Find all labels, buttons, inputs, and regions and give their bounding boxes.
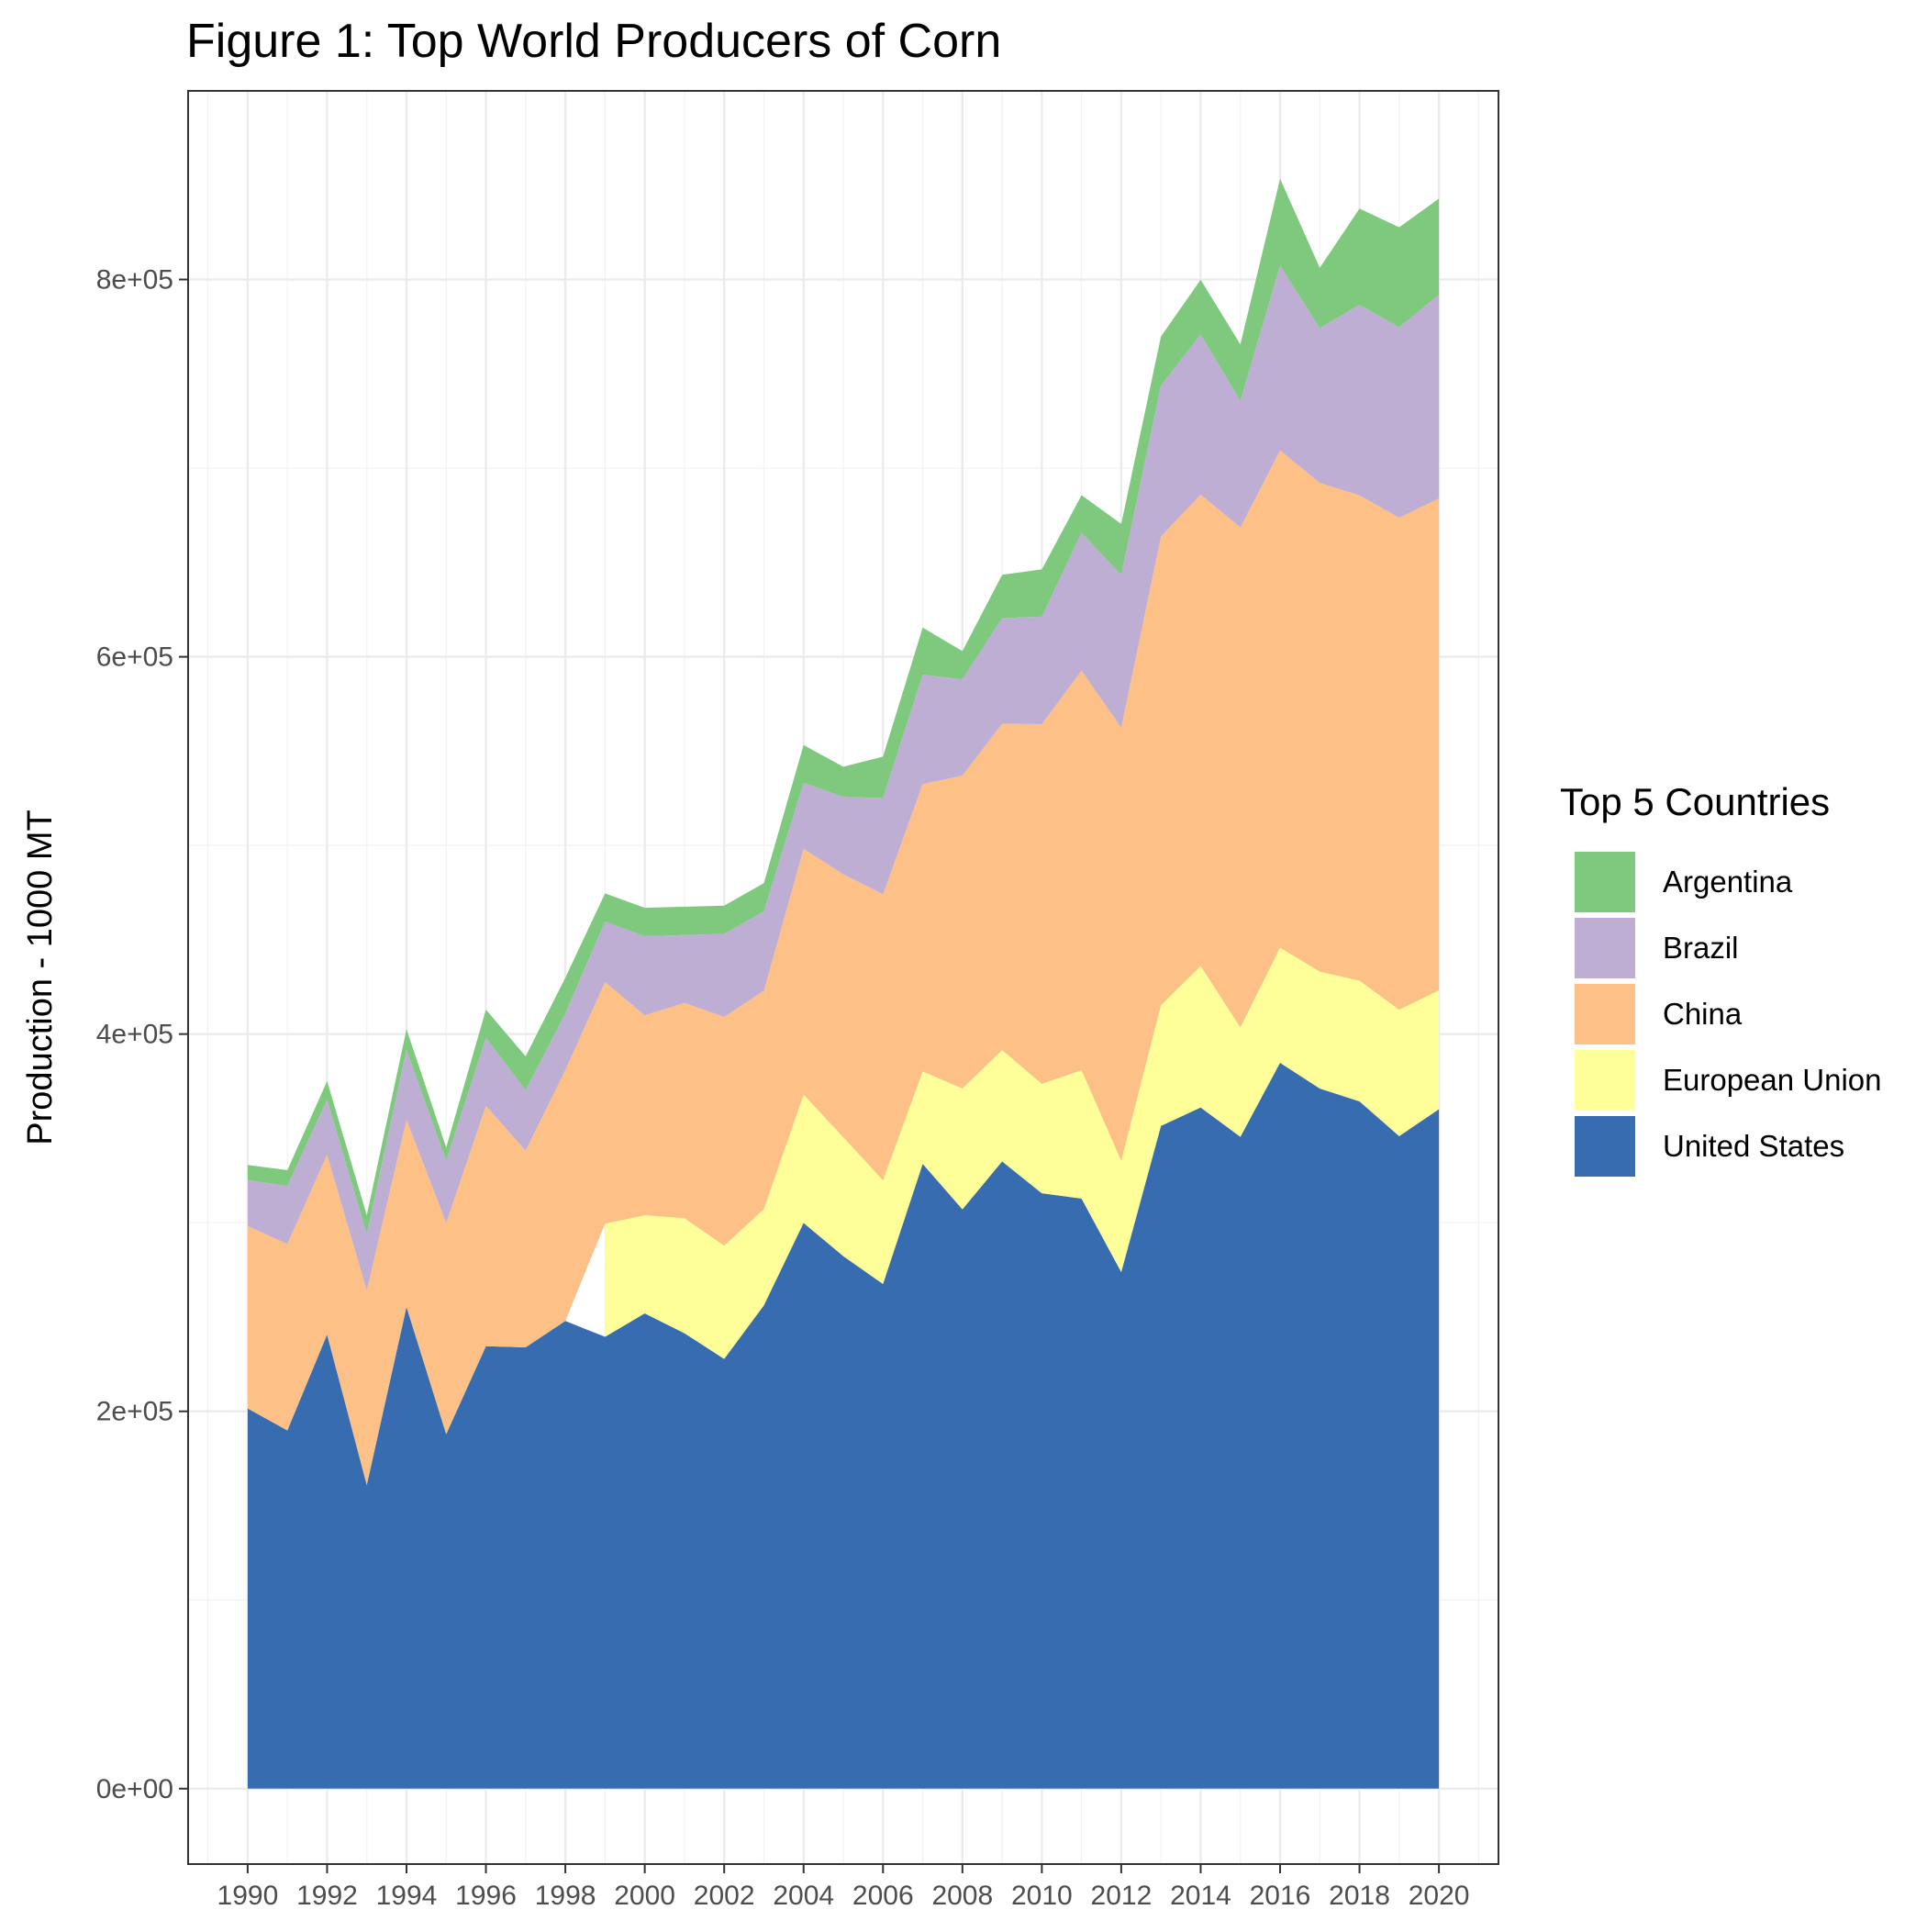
y-axis: 0e+00 2e+05 4e+05 6e+05 8e+05: [96, 265, 188, 1804]
x-tick-label: 2014: [1170, 1881, 1231, 1911]
area-series-united-states: [247, 1062, 1440, 1789]
legend: Argentina Brazil China European Union United…: [1575, 852, 1882, 1177]
x-axis: 1990 1992 1994 1996 1998 2000 2002 2004 2006 2008…: [217, 1864, 1470, 1911]
legend-label: European Union: [1663, 1063, 1882, 1097]
x-tick-label: 2006: [852, 1881, 914, 1911]
y-tick-label: 2e+05: [96, 1397, 173, 1427]
area-series-argentina: [247, 178, 1440, 1234]
legend-key-brazil: [1575, 918, 1635, 978]
x-tick-label: 2010: [1011, 1881, 1073, 1911]
plot-border: [187, 90, 1499, 1865]
x-tick-label: 1994: [376, 1881, 438, 1911]
legend-label: Brazil: [1663, 931, 1739, 965]
x-tick-label: 2008: [931, 1881, 993, 1911]
legend-label: United States: [1663, 1129, 1844, 1163]
area-series-european-union: [605, 947, 1440, 1359]
legend-key-argentina: [1575, 852, 1635, 912]
chart-title: Figure 1: Top World Producers of Corn: [186, 15, 1001, 68]
x-tick-label: 1996: [455, 1881, 517, 1911]
area-series-china: [247, 450, 1440, 1486]
legend-key-european-union: [1575, 1050, 1635, 1111]
legend-title: Top 5 Countries: [1560, 780, 1830, 823]
x-tick-label: 2020: [1409, 1881, 1470, 1911]
legend-key-united-states: [1575, 1116, 1635, 1177]
x-tick-label: 2002: [694, 1881, 755, 1911]
x-tick-label: 1998: [535, 1881, 596, 1911]
y-tick-label: 4e+05: [96, 1020, 173, 1050]
x-tick-label: 2000: [614, 1881, 675, 1911]
y-tick-label: 6e+05: [96, 642, 173, 673]
y-tick-label: 8e+05: [96, 265, 173, 296]
legend-label: China: [1663, 997, 1743, 1031]
y-tick-label: 0e+00: [96, 1774, 173, 1804]
y-axis-title: Production - 1000 MT: [21, 810, 60, 1145]
x-tick-label: 2012: [1091, 1881, 1153, 1911]
x-tick-label: 2018: [1329, 1881, 1390, 1911]
stacked-areas: [247, 178, 1440, 1789]
x-tick-label: 1990: [217, 1881, 279, 1911]
area-series-brazil: [247, 265, 1440, 1291]
legend-label: Argentina: [1663, 865, 1793, 899]
legend-key-china: [1575, 984, 1635, 1044]
x-tick-label: 2016: [1250, 1881, 1311, 1911]
x-tick-label: 1992: [296, 1881, 358, 1911]
x-tick-label: 2004: [773, 1881, 834, 1911]
